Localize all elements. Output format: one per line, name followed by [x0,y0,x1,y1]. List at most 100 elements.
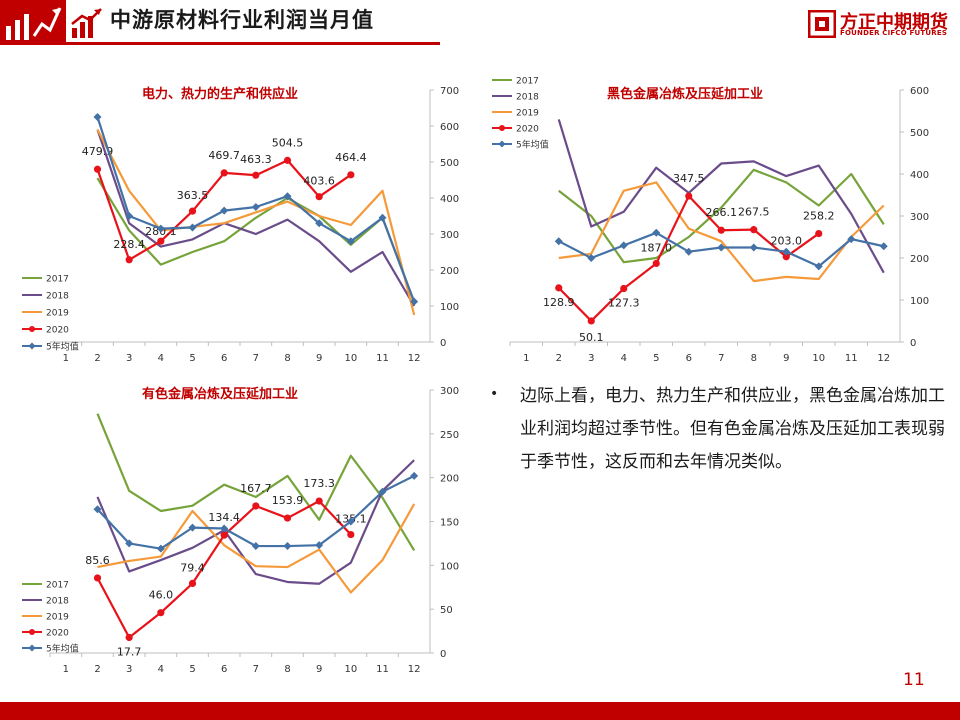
x-tick-label: 2 [556,353,562,364]
data-label: 504.5 [272,136,304,149]
data-label: 167.7 [240,482,272,495]
data-point [879,242,888,251]
data-point [283,542,292,551]
chart-nonferrous-metals: 有色金属冶炼及压延加工业 1 2 3 4 5 6 7 8 9 10 11 12 0 50 100 150 200 2… [0,378,480,678]
y-tick-label: 0 [440,649,446,660]
y-tick-label: 500 [440,158,459,169]
y-tick-label: 200 [910,254,929,265]
series-line [557,119,885,274]
x-tick-label: 7 [718,353,724,364]
data-point [93,574,102,582]
data-label: 347.5 [673,172,705,185]
data-point [619,241,628,250]
data-point [156,224,165,233]
series-5年均值 [554,228,888,271]
data-label: 463.3 [240,153,272,166]
legend-label: 5年均值 [516,139,549,151]
series-line [96,129,416,307]
y-tick-label: 300 [440,386,459,397]
series-line [558,181,885,283]
legend-label: 2019 [516,109,539,119]
series-2020: 85.617.746.079.4134.4167.7153.9173.3135.… [85,477,366,658]
x-tick-label: 8 [284,353,290,364]
data-point [220,169,228,177]
data-point [378,213,387,222]
legend-marker [29,326,35,332]
y-tick-label: 100 [910,296,929,307]
data-label: 17.7 [117,645,142,658]
data-point [93,113,102,121]
page-title: 中游原材料行业利润当月值 [110,8,374,32]
data-label: 479.9 [82,145,114,158]
data-point [587,254,596,262]
title-underline [0,42,440,45]
y-tick-label: 400 [910,170,929,181]
data-label: 127.3 [608,297,640,310]
legend-label: 2018 [46,292,69,302]
chart-title: 黑色金属冶炼及压延加工业 [607,86,763,102]
data-label: 46.0 [149,589,174,602]
series-5年均值 [93,113,419,306]
x-tick-label: 10 [812,353,825,364]
data-label: 258.2 [803,210,835,223]
legend-marker [28,644,36,652]
bullet-dot-icon: • [490,386,499,402]
series-2018 [96,129,416,307]
series-line [96,177,416,303]
data-point [125,212,134,220]
y-tick-label: 600 [440,122,459,133]
data-label: 50.1 [579,331,604,344]
series-line [558,168,885,264]
x-tick-label: 7 [253,353,259,364]
x-tick-label: 11 [845,353,858,364]
series-2020: 128.9 50.1 127.3 187.0 347.5 266.1 267.5 203.02… [543,172,835,344]
series-2017 [558,168,885,264]
x-tick-label: 9 [316,664,322,675]
x-tick-label: 3 [588,353,594,364]
data-point [684,247,693,256]
data-point [220,531,228,539]
series-line [96,459,415,585]
legend-marker [498,140,506,148]
legend-label: 2018 [46,597,69,607]
series-2019 [97,503,416,594]
chart-title: 有色金属冶炼及压延加工业 [142,386,298,402]
data-point [251,203,260,211]
data-point [347,171,355,179]
data-label: 464.4 [335,151,367,164]
series-2020: 479.9228.4280.1363.5469.7463.3504.5403.6… [82,136,367,264]
y-tick-label: 100 [440,561,459,572]
data-point [410,471,419,480]
data-point [315,219,324,228]
data-point [555,284,563,292]
title-accent-icon [0,0,66,44]
data-point [188,579,197,587]
company-logo: 方正中期期货 FOUNDER CIFCO FUTURES [806,8,956,42]
data-point [750,226,758,234]
y-tick-label: 150 [440,518,459,529]
data-point [378,487,387,496]
data-point [252,171,260,179]
data-point [847,235,856,244]
y-tick-label: 200 [440,474,459,485]
legend: 2017 2018 2019 2020 5年均值 [492,77,549,151]
x-tick-label: 9 [316,353,322,364]
x-tick-label: 2 [94,664,100,675]
legend-label: 2020 [516,125,539,135]
y-tick-label: 600 [910,86,929,97]
data-label: 85.6 [85,554,110,567]
series-2019 [96,129,416,316]
data-point [125,633,133,642]
x-tick-label: 3 [126,664,132,675]
data-point [815,229,823,238]
data-label: 134.4 [208,511,240,524]
data-point [283,192,292,201]
y-tick-label: 300 [440,230,459,241]
y-tick-label: 50 [440,605,453,616]
legend-label: 2020 [46,326,69,336]
legend: 2017 2018 2019 2020 5年均值 [22,275,79,353]
data-label: 228.4 [113,238,145,251]
data-label: 363.5 [177,189,209,202]
